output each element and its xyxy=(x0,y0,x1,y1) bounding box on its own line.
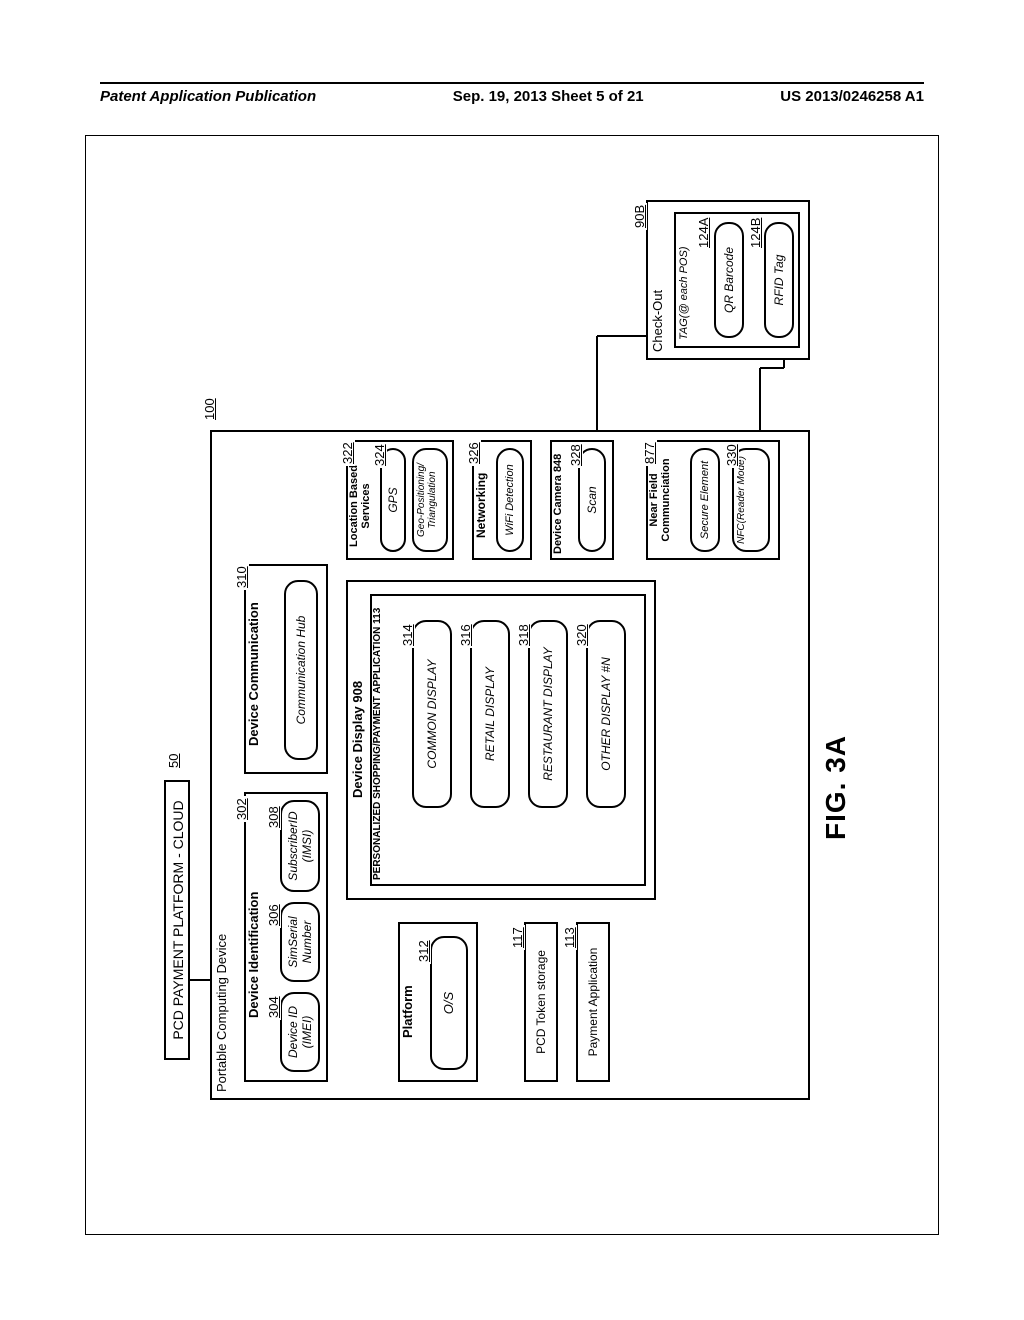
diagram-rotated-group: PCD PAYMENT PLATFORM - CLOUD 50 Portable… xyxy=(172,220,852,1100)
cam-label: Device Camera 848 xyxy=(552,452,564,556)
payapp-ref: 113 xyxy=(562,925,577,950)
disp-rest-ref: 318 xyxy=(516,622,531,648)
token-ref: 117 xyxy=(510,925,525,950)
devcomm-label: Device Communication xyxy=(246,600,261,748)
os-ref: 312 xyxy=(416,938,431,964)
devcomm-ref: 310 xyxy=(234,564,249,590)
figure-label: FIG. 3A xyxy=(820,735,852,840)
commhub-box: Communication Hub xyxy=(284,580,318,760)
token-box: PCD Token storage xyxy=(524,922,558,1082)
devid-ref: 302 xyxy=(234,796,249,822)
rfid-box: RFID Tag xyxy=(764,222,794,338)
tag-label: TAG(@ each POS) xyxy=(678,245,690,342)
lbs-label: Location Based Services xyxy=(348,456,372,556)
imei-ref: 304 xyxy=(266,994,281,1020)
wifi-box: WiFi Detection xyxy=(496,448,524,552)
platform-label: Platform xyxy=(400,983,415,1040)
pcd-label: Portable Computing Device xyxy=(214,932,229,1094)
disp-other: OTHER DISPLAY #N xyxy=(586,620,626,808)
cloud-ref: 50 xyxy=(166,752,181,770)
os-box: O/S xyxy=(430,936,468,1070)
devdisplay-label: Device Display 908 xyxy=(350,679,365,800)
cloud-box: PCD PAYMENT PLATFORM - CLOUD xyxy=(164,780,190,1060)
qr-ref: 124A xyxy=(696,216,711,250)
header-left: Patent Application Publication xyxy=(100,88,316,105)
payapp-box: Payment Application xyxy=(576,922,610,1082)
qr-box: QR Barcode xyxy=(714,222,744,338)
checkout-ref: 90B xyxy=(632,203,647,230)
disp-common: COMMON DISPLAY xyxy=(412,620,452,808)
devid-label: Device Identification xyxy=(246,890,261,1020)
net-label: Networking xyxy=(474,471,488,540)
page-header: Patent Application Publication Sep. 19, … xyxy=(100,82,924,105)
nfcreader-ref: 330 xyxy=(724,442,739,468)
imei-box: Device ID (IMEI) xyxy=(280,992,320,1072)
checkout-label: Check-Out xyxy=(650,288,665,354)
disp-other-ref: 320 xyxy=(574,622,589,648)
disp-rest: RESTAURANT DISPLAY xyxy=(528,620,568,808)
header-center: Sep. 19, 2013 Sheet 5 of 21 xyxy=(453,88,644,105)
lbs-ref: 322 xyxy=(340,440,355,466)
pcd-ref: 100 xyxy=(202,396,217,422)
imsi-box: SubscriberID (IMSI) xyxy=(280,800,320,892)
disp-retail: RETAIL DISPLAY xyxy=(470,620,510,808)
geo-box: Geo-Positioning/ Triangulation xyxy=(412,448,448,552)
scan-ref: 328 xyxy=(568,442,583,468)
nfc-ref: 877 xyxy=(642,440,657,466)
gps-ref: 324 xyxy=(372,442,387,468)
app-label: PERSONALIZED SHOPPING/PAYMENT APPLICATIO… xyxy=(372,606,383,882)
sim-ref: 306 xyxy=(266,902,281,928)
disp-retail-ref: 316 xyxy=(458,622,473,648)
imsi-ref: 308 xyxy=(266,804,281,830)
net-ref: 326 xyxy=(466,440,481,466)
sim-box: SimSerial Number xyxy=(280,902,320,982)
rfid-ref: 124B xyxy=(748,216,763,250)
disp-common-ref: 314 xyxy=(400,622,415,648)
se-box: Secure Element xyxy=(690,448,720,552)
header-right: US 2013/0246258 A1 xyxy=(780,88,924,105)
